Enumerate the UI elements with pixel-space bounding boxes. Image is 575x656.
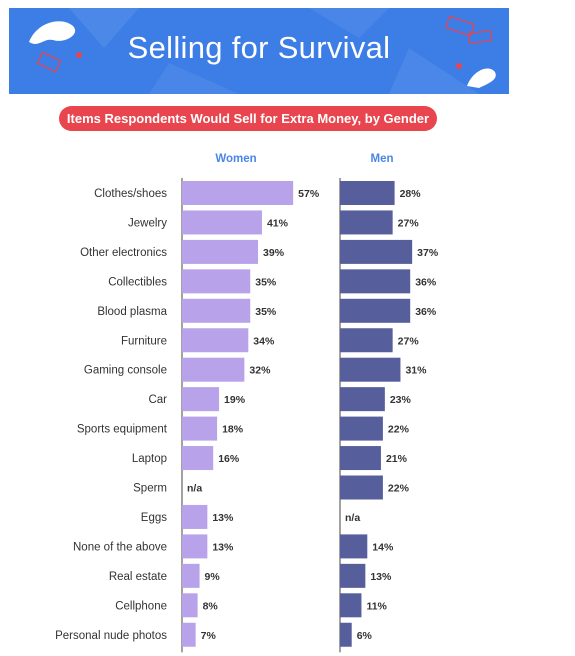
men-bar — [340, 239, 413, 264]
men-bar — [340, 593, 362, 618]
women-value-label: 9% — [205, 571, 221, 583]
category-label: Gaming console — [84, 365, 167, 377]
men-bar — [340, 387, 385, 412]
women-value-label: 57% — [298, 188, 320, 200]
women-value-label: 13% — [212, 541, 234, 553]
women-value-label: 35% — [255, 306, 277, 318]
men-bar — [340, 298, 411, 323]
women-bar — [182, 298, 251, 323]
women-value-label: 19% — [224, 394, 246, 406]
men-value-label: 14% — [372, 541, 394, 553]
men-bar — [340, 563, 366, 588]
women-bar — [182, 446, 214, 471]
category-label: Sports equipment — [77, 424, 168, 436]
women-bar — [182, 181, 294, 205]
men-value-label: 21% — [386, 453, 408, 465]
women-value-label: 41% — [267, 217, 289, 229]
women-bar — [182, 593, 198, 618]
category-label: Clothes/shoes — [94, 188, 167, 200]
women-bar — [182, 563, 200, 588]
women-bar — [182, 504, 208, 529]
chart-subtitle: Items Respondents Would Sell for Extra M… — [59, 106, 437, 131]
category-label: Laptop — [132, 453, 167, 465]
women-value-label: 18% — [222, 424, 244, 436]
men-bar — [340, 622, 352, 647]
men-column-header: Men — [370, 153, 394, 165]
women-value-label: 32% — [249, 365, 271, 377]
men-bar — [340, 357, 401, 382]
women-value-label: 34% — [253, 335, 275, 347]
category-label: Car — [148, 394, 167, 406]
page-title: Selling for Survival — [127, 30, 391, 65]
men-bar — [340, 181, 395, 205]
men-value-label: 31% — [405, 365, 427, 377]
men-value-label: 27% — [398, 217, 420, 229]
women-column-header: Women — [215, 153, 257, 165]
category-label: Cellphone — [115, 600, 167, 612]
men-value-label: 11% — [366, 600, 387, 612]
women-bar — [182, 622, 196, 647]
men-value-label: 22% — [388, 483, 410, 495]
men-value-label: 6% — [357, 630, 373, 642]
men-value-label: 23% — [390, 394, 412, 406]
women-value-label: 7% — [201, 630, 217, 642]
men-value-label: 13% — [370, 571, 392, 583]
women-value-label: 16% — [218, 453, 240, 465]
women-bar — [182, 269, 251, 294]
women-bar — [182, 328, 249, 353]
men-value-label: 27% — [398, 335, 420, 347]
category-label: Real estate — [109, 571, 167, 583]
men-bar — [340, 534, 368, 559]
men-value-label: 28% — [400, 188, 422, 200]
men-bar — [340, 328, 393, 353]
category-label: Personal nude photos — [55, 630, 167, 642]
men-value-label: 37% — [417, 247, 439, 259]
men-bar — [340, 446, 381, 471]
women-value-label: 13% — [212, 512, 234, 524]
men-bar — [340, 210, 393, 235]
women-bar — [182, 239, 259, 264]
category-label: Sperm — [133, 483, 167, 495]
category-label: Eggs — [141, 512, 167, 524]
men-value-label: 22% — [388, 424, 410, 436]
women-value-label: 35% — [255, 276, 277, 288]
women-value-label: 8% — [203, 600, 219, 612]
women-bar — [182, 416, 218, 441]
category-label: Other electronics — [80, 247, 167, 259]
category-label: Jewelry — [128, 217, 167, 229]
women-value-label: 39% — [263, 247, 285, 259]
women-bar — [182, 387, 220, 412]
men-bar — [340, 269, 411, 294]
women-bar — [182, 357, 245, 382]
category-label: None of the above — [73, 541, 167, 553]
women-bar — [182, 210, 262, 235]
category-label: Blood plasma — [97, 306, 167, 318]
men-bar — [340, 475, 383, 500]
men-value-label: n/a — [345, 512, 360, 524]
women-bar — [182, 534, 208, 559]
banner-decoration — [29, 8, 496, 94]
men-bar — [340, 416, 383, 441]
women-value-label: n/a — [187, 483, 202, 495]
header-banner: Selling for Survival — [9, 8, 509, 94]
category-label: Furniture — [121, 335, 167, 347]
men-value-label: 36% — [415, 306, 437, 318]
category-label: Collectibles — [108, 276, 167, 288]
men-value-label: 36% — [415, 276, 437, 288]
